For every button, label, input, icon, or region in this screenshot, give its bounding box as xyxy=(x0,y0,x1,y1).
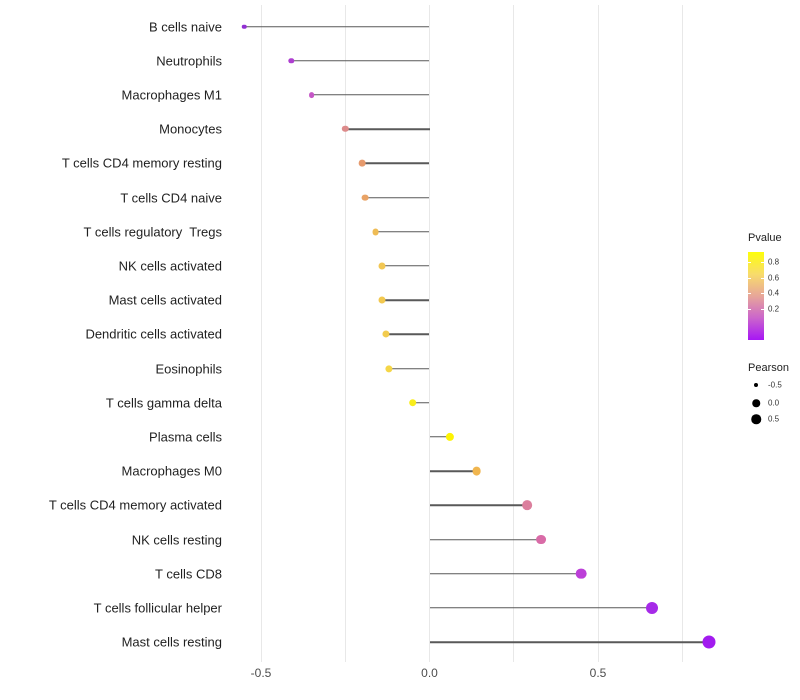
lollipop-segment xyxy=(429,436,450,438)
pvalue-tickmark xyxy=(761,309,764,310)
data-point xyxy=(378,296,386,304)
lollipop-segment xyxy=(429,607,652,609)
lollipop-segment xyxy=(291,59,430,62)
gridline xyxy=(597,5,599,662)
gridline xyxy=(429,5,430,662)
category-label: NK cells resting xyxy=(131,532,222,547)
data-point xyxy=(472,466,482,476)
data-point xyxy=(378,262,386,270)
category-label: Mast cells activated xyxy=(108,292,222,308)
data-point xyxy=(308,91,315,98)
pvalue-tickmark xyxy=(748,277,751,279)
category-label: Monocytes xyxy=(159,121,222,137)
data-point xyxy=(358,159,366,167)
lollipop-segment xyxy=(429,470,477,472)
pvalue-tickmark xyxy=(761,262,764,263)
data-point xyxy=(535,534,546,545)
category-label: Neutrophils xyxy=(156,53,222,69)
category-label: T cells CD4 naive xyxy=(120,190,222,205)
data-point xyxy=(241,24,247,29)
pvalue-tick-label: 0.4 xyxy=(768,288,780,298)
lollipop-segment xyxy=(389,367,430,370)
x-axis-tick-label: 0.5 xyxy=(589,666,607,680)
category-label: Mast cells resting xyxy=(121,634,222,650)
pvalue-tick-label: 0.2 xyxy=(768,304,780,314)
lollipop-segment xyxy=(382,265,430,267)
data-point xyxy=(445,432,454,441)
pearson-size-dot xyxy=(752,399,760,407)
pvalue-tickmark xyxy=(761,277,764,279)
gridline xyxy=(344,5,346,662)
pvalue-tickmark xyxy=(748,262,751,263)
category-label: B cells naive xyxy=(149,19,222,34)
lollipop-segment xyxy=(385,333,430,336)
data-point xyxy=(362,194,369,201)
category-label: T cells follicular helper xyxy=(93,600,222,616)
pearson-size-label: -0.5 xyxy=(768,380,782,390)
pearson-size-dot xyxy=(751,414,761,424)
category-label: T cells regulatory Tregs xyxy=(83,224,222,240)
pvalue-tick-label: 0.6 xyxy=(768,273,780,283)
lollipop-segment xyxy=(362,162,430,165)
data-point xyxy=(702,635,716,649)
category-label: T cells gamma delta xyxy=(105,395,222,411)
data-point xyxy=(385,364,393,373)
data-point xyxy=(382,330,390,338)
x-axis-tick-label: 0.0 xyxy=(421,666,438,680)
category-label: T cells CD4 memory activated xyxy=(48,497,222,513)
gridline xyxy=(260,5,262,662)
pvalue-legend-title: Pvalue xyxy=(748,232,782,244)
category-label: T cells CD8 xyxy=(155,566,222,582)
pearson-size-dot xyxy=(754,383,758,387)
lollipop-segment xyxy=(429,538,541,541)
category-label: Macrophages M0 xyxy=(121,463,222,479)
x-axis-tick-label: -0.5 xyxy=(250,666,272,680)
lollipop-segment xyxy=(429,572,582,575)
pearson-size-label: 0.0 xyxy=(768,398,780,408)
data-point xyxy=(645,601,658,614)
lollipop-segment xyxy=(244,25,430,28)
category-label: Plasma cells xyxy=(149,429,222,445)
data-point xyxy=(522,500,533,511)
category-label: Macrophages M1 xyxy=(121,87,222,103)
data-point xyxy=(408,398,417,407)
data-point xyxy=(288,57,295,64)
lollipop-segment xyxy=(375,230,430,233)
category-label: NK cells activated xyxy=(118,258,222,274)
pearson-legend-title: Pearson xyxy=(748,362,789,374)
gridline xyxy=(513,5,515,662)
lollipop-segment xyxy=(345,128,430,130)
lollipop-segment xyxy=(412,401,430,404)
gridline xyxy=(681,5,683,662)
pvalue-tickmark xyxy=(761,293,764,295)
pvalue-tick-label: 0.8 xyxy=(768,257,780,267)
pearson-size-label: 0.5 xyxy=(768,414,780,424)
lollipop-segment xyxy=(429,504,528,507)
pvalue-colorbar xyxy=(748,252,764,340)
lollipop-segment xyxy=(429,641,710,643)
lollipop-segment xyxy=(382,299,430,301)
category-label: Eosinophils xyxy=(155,361,223,376)
pvalue-tickmark xyxy=(748,293,751,295)
category-label: T cells CD4 memory resting xyxy=(61,155,222,171)
data-point xyxy=(575,568,587,580)
category-label: Dendritic cells activated xyxy=(85,326,222,342)
data-point xyxy=(372,228,380,236)
lollipop-segment xyxy=(311,94,430,96)
data-point xyxy=(342,125,349,133)
lollipop-segment xyxy=(365,196,430,199)
pvalue-tickmark xyxy=(748,309,751,310)
